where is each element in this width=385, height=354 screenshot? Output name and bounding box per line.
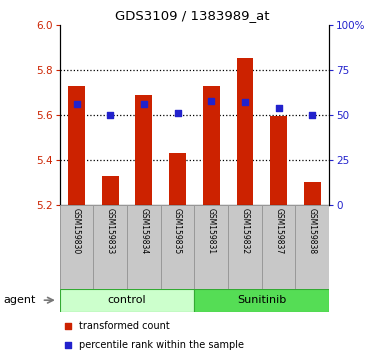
Point <box>242 99 248 105</box>
Text: GSM159832: GSM159832 <box>241 208 249 254</box>
Text: GDS3109 / 1383989_at: GDS3109 / 1383989_at <box>115 9 270 22</box>
Bar <box>60 289 194 312</box>
Bar <box>296 205 329 289</box>
Bar <box>194 205 228 289</box>
Bar <box>169 153 186 205</box>
Text: transformed count: transformed count <box>79 321 169 331</box>
Point <box>74 101 80 107</box>
Bar <box>127 205 161 289</box>
Bar <box>228 205 262 289</box>
Bar <box>102 176 119 205</box>
Bar <box>203 86 220 205</box>
Text: agent: agent <box>4 295 36 305</box>
Point <box>107 112 113 118</box>
Text: GSM159834: GSM159834 <box>139 208 148 254</box>
Bar <box>68 86 85 205</box>
Point <box>65 323 71 329</box>
Bar <box>304 182 321 205</box>
Text: GSM159837: GSM159837 <box>274 208 283 254</box>
Bar <box>161 205 194 289</box>
Bar <box>136 95 152 205</box>
Bar <box>270 116 287 205</box>
Point <box>141 101 147 107</box>
Text: control: control <box>108 295 146 305</box>
Text: percentile rank within the sample: percentile rank within the sample <box>79 341 244 350</box>
Point <box>65 343 71 348</box>
Text: Sunitinib: Sunitinib <box>237 295 286 305</box>
Text: GSM159833: GSM159833 <box>106 208 115 254</box>
Point <box>174 110 181 116</box>
Bar <box>93 205 127 289</box>
Bar <box>262 205 296 289</box>
Point <box>309 112 315 118</box>
Point <box>276 105 282 111</box>
Text: GSM159835: GSM159835 <box>173 208 182 254</box>
Bar <box>236 57 253 205</box>
Text: GSM159831: GSM159831 <box>207 208 216 254</box>
Text: GSM159830: GSM159830 <box>72 208 81 254</box>
Bar <box>60 205 93 289</box>
Text: GSM159838: GSM159838 <box>308 208 317 254</box>
Bar <box>194 289 329 312</box>
Point <box>208 98 214 103</box>
